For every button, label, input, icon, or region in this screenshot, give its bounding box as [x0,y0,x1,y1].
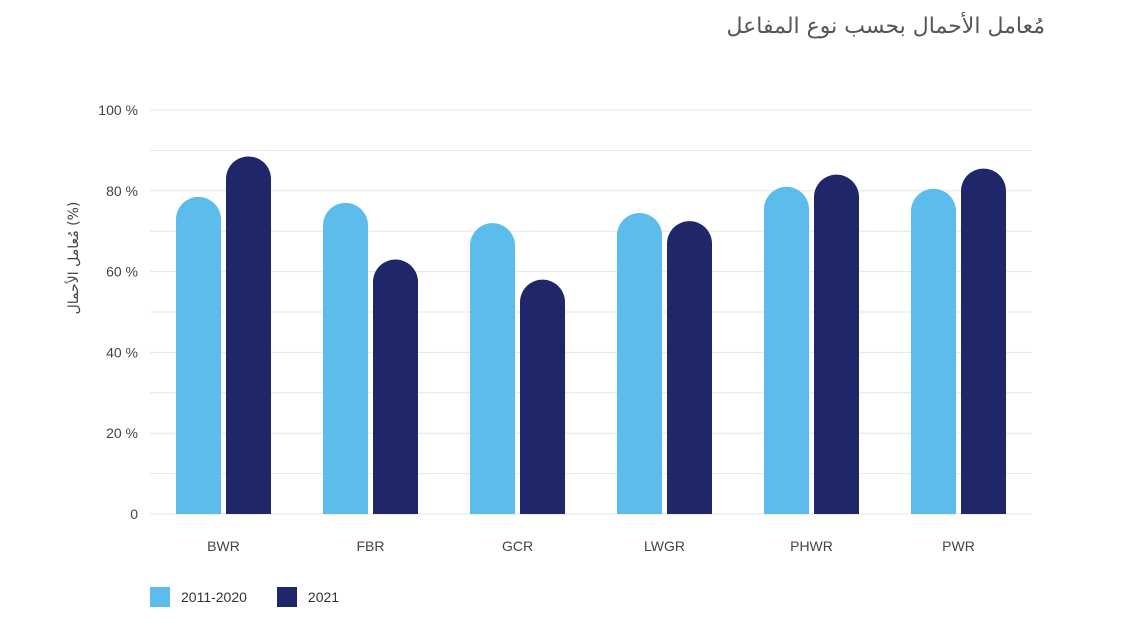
bar-gcr-2011-2020 [470,223,515,515]
y-tick-label: 20 % [106,425,138,441]
legend-swatch-series-2 [276,587,297,607]
x-tick-label: BWR [207,538,240,554]
y-tick-label: 80 % [106,183,138,199]
bar-fbr-2011-2020 [323,202,368,514]
bar-gcr-2021 [520,279,565,514]
bar-phwr-2021 [814,174,859,514]
x-tick-label: FBR [357,538,385,554]
y-tick-label: 40 % [106,344,138,360]
bar-pwr-2011-2020 [911,188,956,514]
bar-bwr-2011-2020 [176,196,221,515]
y-tick-labels: 0 20 % 40 % 60 % 80 % 100 % [98,102,138,522]
grid-lines [150,109,1032,515]
y-axis-label: مُعامل الأحمال (%) [64,202,82,315]
chart-title: مُعامل الأحمال بحسب نوع المفاعل [726,14,1045,39]
bar-fbr-2021 [373,259,418,514]
bar-lwgr-2011-2020 [617,213,662,514]
legend: 2011-2020 2021 [150,587,369,607]
y-tick-label: 0 [130,506,138,522]
legend-item-series-1: 2011-2020 [150,587,247,607]
y-tick-label: 100 % [98,102,138,118]
legend-label-series-1: 2011-2020 [181,589,247,605]
bar-pwr-2021 [961,168,1006,514]
bar-lwgr-2021 [667,221,712,514]
x-tick-label: PHWR [790,538,833,554]
legend-swatch-series-1 [150,587,170,607]
bar-bwr-2021 [226,156,271,514]
x-tick-labels: BWR FBR GCR LWGR PHWR PWR [207,538,975,554]
bars [176,156,1006,515]
x-tick-label: GCR [502,538,533,554]
x-tick-label: PWR [942,538,975,554]
x-tick-label: LWGR [644,538,685,554]
legend-item-series-2: 2021 [276,587,340,607]
bar-phwr-2011-2020 [764,186,809,514]
y-tick-label: 60 % [106,264,138,280]
legend-label-series-2: 2021 [307,589,340,605]
